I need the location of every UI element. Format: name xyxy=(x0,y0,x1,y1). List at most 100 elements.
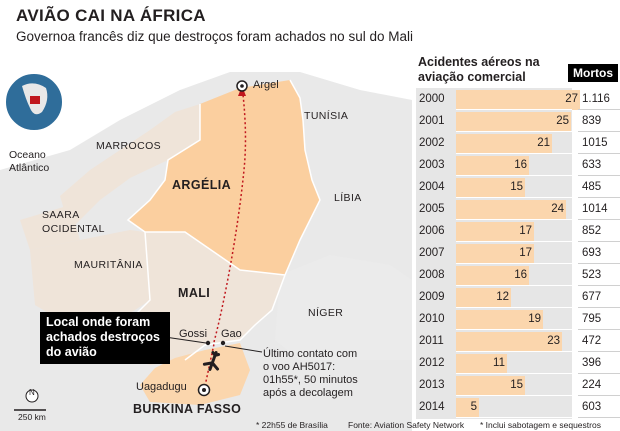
accidents-value: 17 xyxy=(519,225,532,237)
accident-bar xyxy=(456,288,511,308)
argel-marker xyxy=(236,80,248,92)
accidents-value: 16 xyxy=(514,159,527,171)
deaths-value: 472 xyxy=(582,335,602,347)
label-burkina: BURKINA FASSO xyxy=(133,402,242,416)
table-row: 2005 24 1014 xyxy=(416,200,620,220)
africa-map xyxy=(0,52,412,431)
accidents-value: 19 xyxy=(528,313,541,325)
deaths-value: 1014 xyxy=(582,203,608,215)
year-label: 2007 xyxy=(419,247,445,259)
deaths-value: 485 xyxy=(582,181,602,193)
year-label: 2009 xyxy=(419,291,445,303)
table-row: 2014 5 603 xyxy=(416,398,620,418)
accidents-value: 5 xyxy=(470,401,477,413)
accident-bar xyxy=(456,222,534,242)
table-row: 2001 25 839 xyxy=(416,112,620,132)
accidents-value: 27 xyxy=(565,93,578,105)
table-row: 2002 21 1015 xyxy=(416,134,620,154)
deaths-value: 396 xyxy=(582,357,602,369)
year-label: 2008 xyxy=(419,269,445,281)
deaths-value: 693 xyxy=(582,247,602,259)
year-label: 2012 xyxy=(419,357,445,369)
label-mauritania: MAURITÂNIA xyxy=(74,259,143,271)
accident-bar xyxy=(456,90,580,110)
label-argelia: ARGÉLIA xyxy=(172,178,232,192)
deaths-value: 523 xyxy=(582,269,602,281)
accidents-value: 15 xyxy=(510,181,523,193)
deaths-value: 852 xyxy=(582,225,602,237)
airplane-icon xyxy=(202,350,221,371)
north-arrow-icon xyxy=(25,389,39,403)
table-row: 2006 17 852 xyxy=(416,222,620,242)
gossi-dot xyxy=(205,340,211,346)
table-row: 2004 15 485 xyxy=(416,178,620,198)
label-marrocos: MARROCOS xyxy=(96,140,162,152)
north-label: N xyxy=(29,388,36,397)
year-label: 2001 xyxy=(419,115,445,127)
city-argel: Argel xyxy=(253,79,279,91)
table-row: 2012 11 396 xyxy=(416,354,620,374)
year-label: 2006 xyxy=(419,225,445,237)
accident-bar xyxy=(456,200,566,220)
footnote-source: Fonte: Aviation Safety Network xyxy=(348,420,465,430)
accident-bar xyxy=(456,354,507,374)
year-label: 2005 xyxy=(419,203,445,215)
label-libia: LÍBIA xyxy=(334,192,362,204)
accidents-value: 16 xyxy=(514,269,527,281)
footnote-note: * Inclui sabotagem e sequestros xyxy=(480,420,601,430)
page-subtitle: Governoa francês diz que destroços foram… xyxy=(16,29,413,44)
country-saara xyxy=(20,205,80,250)
accidents-value: 15 xyxy=(510,379,523,391)
country-niger xyxy=(275,255,412,360)
accident-bar xyxy=(456,376,525,396)
year-label: 2010 xyxy=(419,313,445,325)
year-label: 2000 xyxy=(419,93,445,105)
deaths-value: 1.116 xyxy=(582,93,610,105)
label-tunisia: TUNÍSIA xyxy=(304,110,349,122)
country-argelia xyxy=(128,80,320,275)
country-burkina xyxy=(140,343,250,405)
year-label: 2002 xyxy=(419,137,445,149)
year-label: 2011 xyxy=(419,335,444,347)
label-niger: NÍGER xyxy=(308,307,344,319)
label-ocean: Oceano Atlântico xyxy=(9,149,50,174)
table-row: 2007 17 693 xyxy=(416,244,620,264)
deaths-value: 1015 xyxy=(582,137,608,149)
deaths-value: 603 xyxy=(582,401,602,413)
year-label: 2003 xyxy=(419,159,445,171)
scale-label: 250 km xyxy=(18,412,46,422)
wreckage-callout: Local onde foram achados destroços do av… xyxy=(40,312,170,364)
accidents-value: 17 xyxy=(519,247,532,259)
table-row: 2011 23 472 xyxy=(416,332,620,352)
table-row: 2008 16 523 xyxy=(416,266,620,286)
accidents-value: 24 xyxy=(551,203,564,215)
city-uagadugu: Uagadugu xyxy=(136,381,187,393)
city-gao: Gao xyxy=(221,328,242,340)
deaths-value: 224 xyxy=(582,379,602,391)
table-row: 2000 27 1.116 xyxy=(416,90,620,110)
accident-bar xyxy=(456,332,562,352)
deaths-value: 677 xyxy=(582,291,602,303)
last-contact-note: Último contato com o voo AH5017: 01h55*,… xyxy=(263,348,358,399)
table-row: 2010 19 795 xyxy=(416,310,620,330)
label-saara: SAARA OCIDENTAL xyxy=(42,209,105,235)
table-row: 2003 16 633 xyxy=(416,156,620,176)
accident-bar xyxy=(456,134,552,154)
year-label: 2004 xyxy=(419,181,445,193)
accidents-value: 11 xyxy=(493,357,505,369)
uagadugu-marker xyxy=(197,383,211,397)
footnote-time: * 22h55 de Brasília xyxy=(256,420,328,430)
table-row: 2013 15 224 xyxy=(416,376,620,396)
accident-bar xyxy=(456,398,479,418)
gao-dot xyxy=(220,340,226,346)
deaths-value: 633 xyxy=(582,159,602,171)
accident-bar xyxy=(456,112,571,132)
page-title: AVIÃO CAI NA ÁFRICA xyxy=(16,6,206,25)
accident-bar xyxy=(456,178,525,198)
city-gossi: Gossi xyxy=(179,328,208,340)
deaths-value: 795 xyxy=(582,313,602,325)
table-title: Acidentes aéreos na aviação comercial xyxy=(418,55,540,84)
accidents-value: 23 xyxy=(547,335,560,347)
deaths-header: Mortos xyxy=(568,64,618,82)
deaths-value: 839 xyxy=(582,115,602,127)
